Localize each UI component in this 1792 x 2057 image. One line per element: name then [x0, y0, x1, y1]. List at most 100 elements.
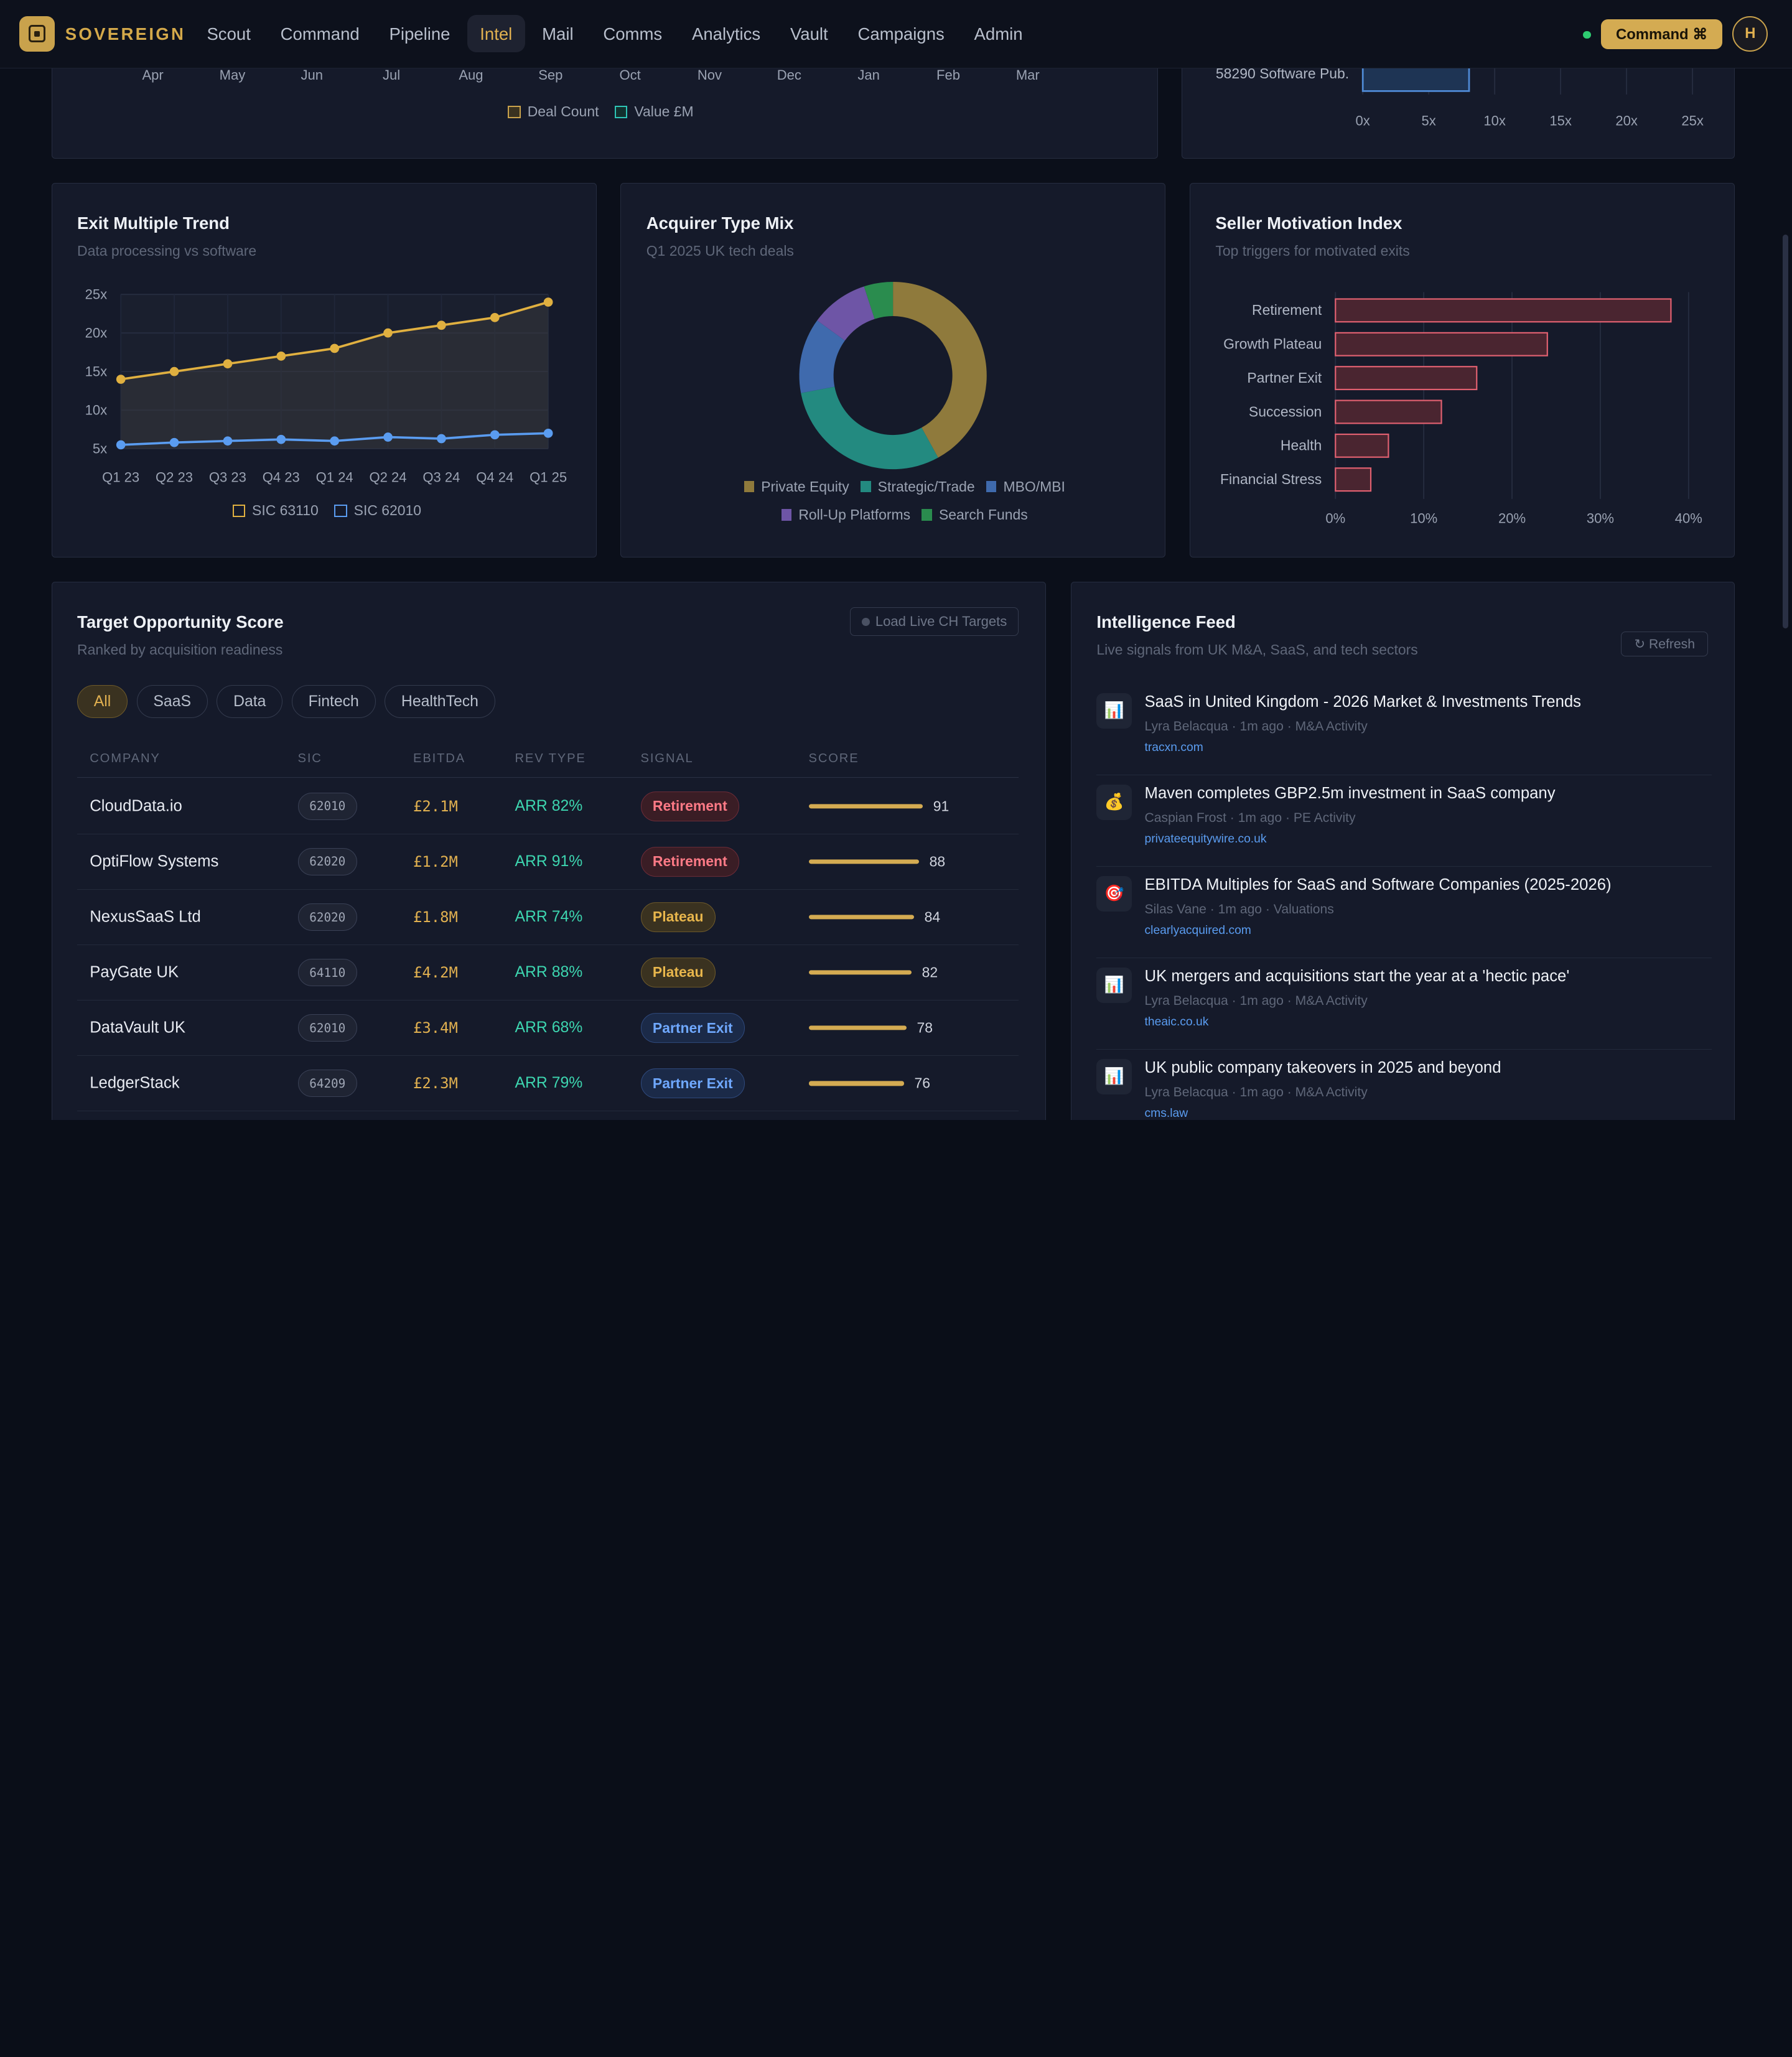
month-tick: Apr [142, 67, 163, 83]
signal-badge: Partner Exit [640, 1068, 745, 1099]
ebitda-value: £2.3M [413, 1075, 458, 1093]
ebitda-value: £1.2M [413, 852, 458, 870]
table-row[interactable]: PayGate UK 64110 £4.2M ARR 88% Plateau 82 [77, 945, 1019, 1001]
nav-link-admin[interactable]: Admin [974, 24, 1023, 44]
feed-meta: Lyra Belacqua · 1m ago · M&A Activity [1144, 719, 1368, 734]
brand-name: SOVEREIGN [65, 24, 186, 44]
nav-link-pipeline[interactable]: Pipeline [389, 24, 450, 44]
score-bar [808, 970, 912, 975]
month-tick: Jul [383, 67, 400, 83]
nav-link-analytics[interactable]: Analytics [691, 24, 761, 44]
data-point [116, 375, 126, 384]
rev-type: ARR 74% [515, 908, 583, 925]
y-tick: Growth Plateau [1223, 335, 1322, 352]
data-point [490, 430, 500, 440]
feed-source-link[interactable]: cms.law [1144, 1106, 1188, 1120]
feed-source-link[interactable]: privateequitywire.co.uk [1144, 833, 1267, 846]
nav-link-comms[interactable]: Comms [603, 24, 663, 44]
column-header[interactable]: SIC [297, 751, 322, 765]
table-row[interactable]: DataVault UK 62010 £3.4M ARR 68% Partner Exi… [77, 1001, 1019, 1056]
x-tick: Q1 23 [102, 469, 139, 485]
feed-item[interactable]: 🎯 EBITDA Multiples for SaaS and Software … [1096, 867, 1712, 959]
command-button[interactable]: Command ⌘ [1601, 19, 1722, 49]
filter-pill-fintech[interactable]: Fintech [291, 685, 376, 719]
nav-link-mail[interactable]: Mail [542, 24, 574, 44]
filter-pill-healthtech[interactable]: HealthTech [385, 685, 495, 719]
bar [1335, 298, 1672, 323]
card-subtitle: Ranked by acquisition readiness [77, 641, 283, 658]
column-header[interactable]: SIGNAL [640, 751, 694, 765]
column-header[interactable]: SCORE [808, 751, 859, 765]
load-live-targets-button[interactable]: Load Live CH Targets [849, 607, 1019, 637]
x-tick: 20% [1498, 510, 1526, 526]
signal-badge: Plateau [640, 958, 716, 987]
x-tick: Q1 24 [315, 469, 353, 485]
data-point [436, 320, 446, 330]
feed-source-link[interactable]: tracxn.com [1144, 741, 1203, 755]
ebitda-value: £1.8M [413, 908, 458, 926]
nav-link-scout[interactable]: Scout [207, 24, 251, 44]
legend-label: Strategic/Trade [877, 478, 975, 495]
rev-type: ARR 79% [515, 1075, 583, 1092]
target-icon: 🎯 [1096, 875, 1132, 912]
bar [1335, 467, 1372, 492]
card-title: Intelligence Feed [1096, 612, 1236, 632]
company-name: OptiFlow Systems [90, 852, 219, 870]
x-tick: 10% [1410, 510, 1437, 526]
feed-title[interactable]: EBITDA Multiples for SaaS and Software C… [1144, 875, 1612, 893]
feed-meta: Lyra Belacqua · 1m ago · M&A Activity [1144, 994, 1368, 1009]
filter-pill-saas[interactable]: SaaS [136, 685, 208, 719]
table-row[interactable]: LedgerStack 64209 £2.3M ARR 79% Partner Exit… [77, 1056, 1019, 1112]
month-tick: Jan [857, 67, 880, 83]
feed-item[interactable]: 📊 SaaS in United Kingdom - 2026 Market & … [1096, 684, 1712, 776]
feed-source-link[interactable]: clearlyacquired.com [1144, 924, 1251, 938]
signal-badge: Retirement [640, 847, 740, 877]
feed-title[interactable]: UK public company takeovers in 2025 and … [1144, 1058, 1501, 1076]
legend-item: Roll-Up Platforms [781, 506, 910, 523]
nav-link-vault[interactable]: Vault [790, 24, 828, 44]
table-row[interactable]: NexusSaaS Ltd 62020 £1.8M ARR 74% Plateau 84 [77, 890, 1019, 946]
table-row[interactable]: CloudData.io 62010 £2.1M ARR 82% Retirement 9… [77, 779, 1019, 834]
y-tick: Partner Exit [1247, 370, 1322, 386]
refresh-button[interactable]: ↻ Refresh [1621, 631, 1708, 657]
score-bar [808, 804, 923, 809]
feed-source-link[interactable]: theaic.co.uk [1144, 1015, 1209, 1028]
legend-swatch [986, 481, 997, 493]
feed-item[interactable]: 📊 UK mergers and acquisitions start the y… [1096, 958, 1712, 1050]
acquirer-mix-card: Acquirer Type Mix Q1 2025 UK tech deals … [620, 182, 1166, 558]
intelligence-feed-card: Intelligence Feed Live signals from UK M… [1070, 581, 1735, 1120]
feed-item[interactable]: 💰 Maven completes GBP2.5m investment in S… [1096, 775, 1712, 867]
company-name: CloudData.io [90, 797, 182, 815]
legend-swatch [744, 481, 755, 493]
x-tick: Q3 24 [422, 469, 460, 485]
company-name: DataVault UK [90, 1019, 186, 1037]
nav-link-command[interactable]: Command [280, 24, 360, 44]
legend-label: Private Equity [761, 478, 849, 495]
logo-icon[interactable] [19, 16, 55, 52]
feed-title[interactable]: UK mergers and acquisitions start the ye… [1144, 967, 1570, 985]
column-header[interactable]: REV TYPE [515, 751, 586, 765]
feed-meta: Silas Vane · 1m ago · Valuations [1144, 902, 1334, 917]
x-tick: Q3 23 [209, 469, 246, 485]
score-value: 76 [914, 1075, 930, 1091]
nav-link-campaigns[interactable]: Campaigns [857, 24, 945, 44]
x-tick: 5x [1422, 113, 1436, 128]
table-row[interactable]: OptiFlow Systems 62020 £1.2M ARR 91% Retirem… [77, 834, 1019, 890]
company-name: NexusSaaS Ltd [90, 908, 201, 926]
page-scrollbar[interactable] [1783, 234, 1789, 629]
feed-title[interactable]: Maven completes GBP2.5m investment in Sa… [1144, 784, 1556, 802]
company-name: PayGate UK [90, 963, 179, 981]
feed-title[interactable]: SaaS in United Kingdom - 2026 Market & I… [1144, 693, 1582, 711]
month-tick: Dec [777, 67, 801, 83]
x-tick: Q4 23 [262, 469, 299, 485]
score-bar [808, 1081, 904, 1086]
x-tick: Q2 24 [369, 469, 406, 485]
feed-item[interactable]: 📊 UK public company takeovers in 2025 and… [1096, 1050, 1711, 1120]
filter-pill-all[interactable]: All [77, 685, 128, 719]
column-header[interactable]: EBITDA [413, 751, 465, 765]
nav-link-intel[interactable]: Intel [467, 14, 525, 53]
signal-badge: Retirement [640, 791, 740, 821]
filter-pill-data[interactable]: Data [217, 685, 283, 719]
avatar[interactable]: H [1732, 16, 1768, 52]
column-header[interactable]: COMPANY [90, 751, 161, 765]
